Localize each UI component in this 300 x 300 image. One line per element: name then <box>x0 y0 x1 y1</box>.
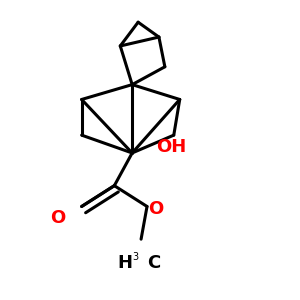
Text: H: H <box>117 254 132 272</box>
Text: $_3$: $_3$ <box>132 249 140 263</box>
Text: C: C <box>147 254 160 272</box>
Text: O: O <box>148 200 164 218</box>
Text: O: O <box>50 209 65 227</box>
Text: OH: OH <box>156 138 186 156</box>
